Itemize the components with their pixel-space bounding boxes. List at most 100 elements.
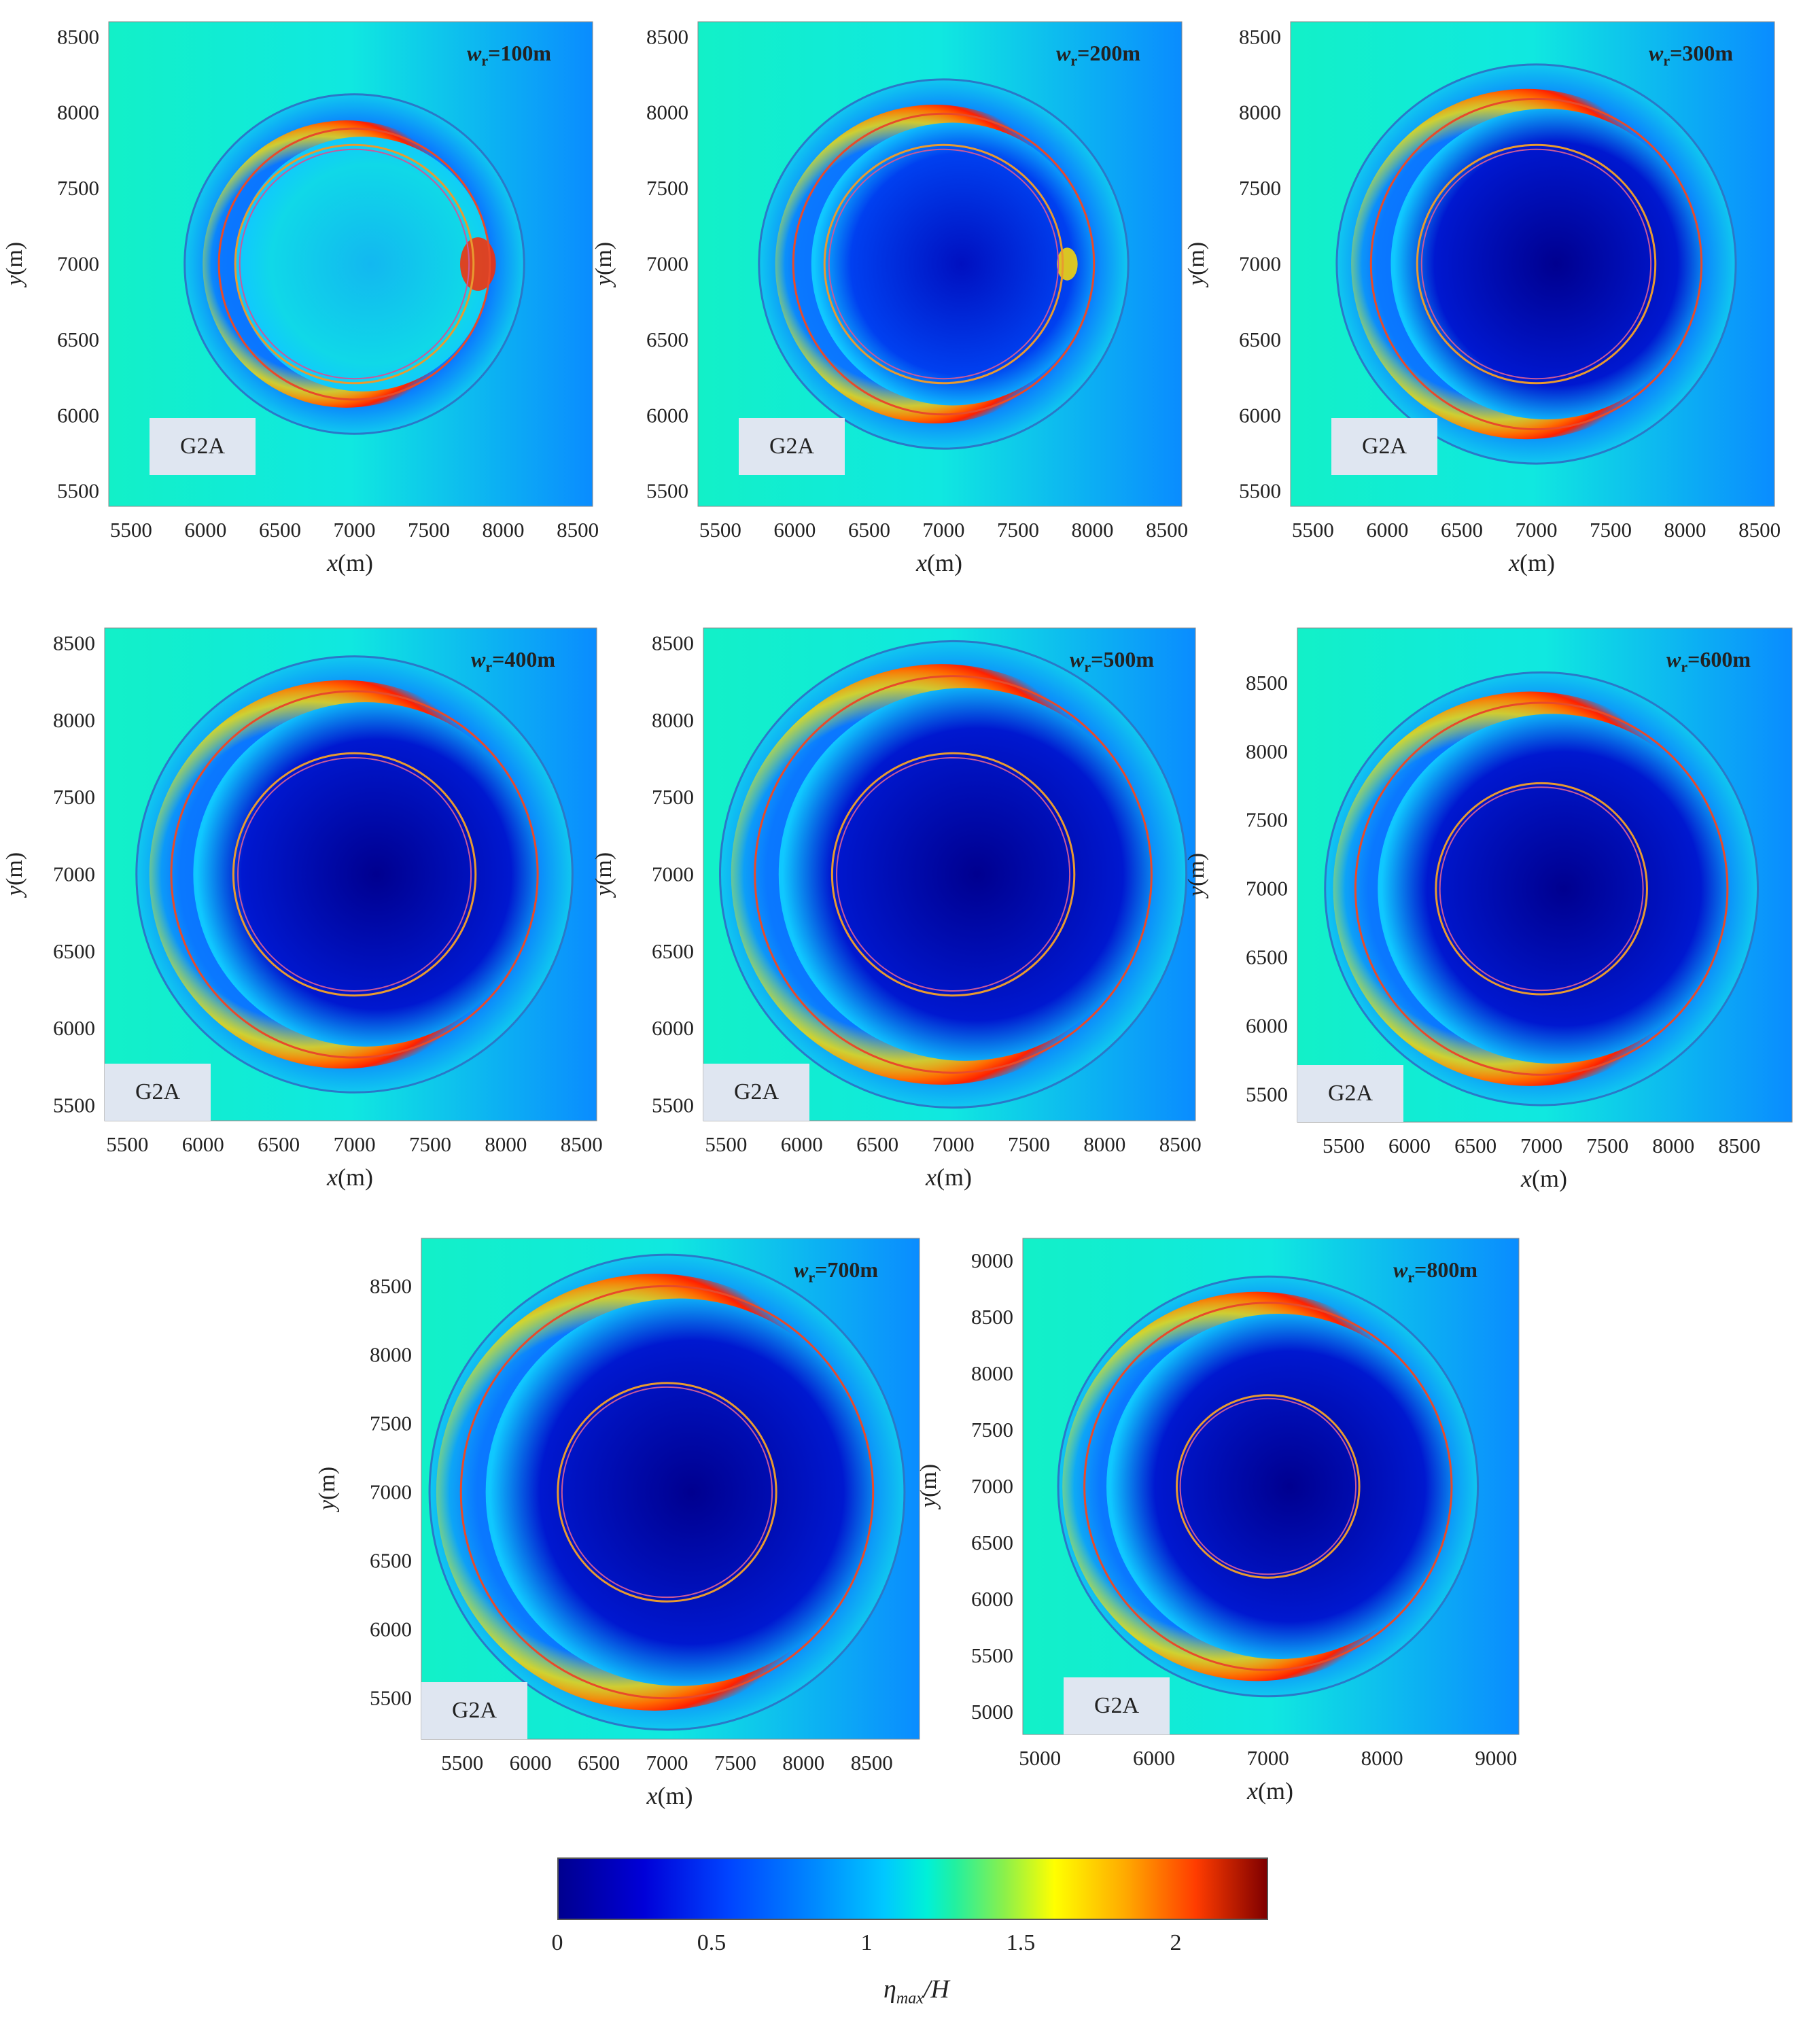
- y-tick-label: 7500: [53, 785, 95, 809]
- y-tick-label: 8500: [971, 1305, 1013, 1329]
- case-tag: G2A: [1331, 418, 1437, 475]
- y-tick-label: 5500: [1246, 1083, 1288, 1106]
- y-tick-label: 7500: [652, 785, 694, 809]
- y-tick-label: 5500: [971, 1643, 1013, 1667]
- colorbar-title-sub: max: [896, 1989, 924, 2008]
- y-tick-label: 6000: [1246, 1014, 1288, 1038]
- plot-frame: [1297, 627, 1793, 1123]
- x-tick-label: 8000: [1664, 518, 1707, 542]
- case-tag: G2A: [1064, 1677, 1170, 1734]
- heatmap-svg: 5500 6000 6500 7000 7500 8000 8500 5500 6000 6500…: [53, 627, 603, 1156]
- x-tick-label: 5500: [1292, 518, 1334, 542]
- wr-annotation: wr=100m: [467, 41, 551, 69]
- wr-annotation: wr=400m: [471, 647, 555, 676]
- x-tick-label: 6000: [781, 1132, 823, 1156]
- x-tick-label: 8000: [483, 518, 525, 542]
- y-tick-label: 6500: [1246, 945, 1288, 969]
- y-tick-label: 6000: [971, 1587, 1013, 1611]
- y-axis-label: y(m): [2, 241, 28, 285]
- x-tick-label: 9000: [1475, 1746, 1517, 1770]
- island-outer-ring: [232, 752, 477, 997]
- focal-hotspot: [460, 237, 496, 291]
- x-tick-label: 6000: [773, 518, 816, 542]
- chart-panel-wr-800: 5000 6000 7000 8000 9000 5000 5500 6000 6500 7000…: [916, 1230, 1533, 1816]
- x-tick-label: 8500: [561, 1132, 603, 1156]
- x-axis-label: x(m): [1509, 549, 1555, 576]
- y-tick-label: 6500: [370, 1549, 412, 1573]
- sheltered-interior-field: [485, 1298, 873, 1686]
- y-tick-label: 7000: [971, 1474, 1013, 1498]
- colorbar-tick-3: 1.5: [1006, 1930, 1036, 1955]
- reef-outer-ring: [792, 112, 1096, 416]
- chart-panel-wr-500: 5500 6000 6500 7000 7500 8000 8500 5500 6000 6500…: [591, 620, 1209, 1202]
- x-tick-label: 6000: [1388, 1134, 1431, 1157]
- y-tick-label: 6000: [57, 403, 99, 427]
- y-tick-label: 6500: [652, 939, 694, 963]
- x-tick-label: 7000: [932, 1132, 975, 1156]
- y-tick-label: 8500: [1239, 24, 1281, 48]
- x-tick-label: 8000: [1361, 1746, 1403, 1770]
- sheltered-interior-field: [811, 122, 1094, 406]
- x-tick-label: 7000: [1247, 1746, 1289, 1770]
- plot-frame: [697, 21, 1183, 507]
- x-axis-label: x(m): [1521, 1165, 1567, 1192]
- y-tick-label: 7000: [53, 862, 95, 886]
- x-tick-label: 8000: [1652, 1134, 1694, 1157]
- x-tick-label: 8000: [1083, 1132, 1125, 1156]
- sheltered-interior-field: [778, 688, 1152, 1061]
- x-tick-label: 6000: [1366, 518, 1408, 542]
- x-tick-label: 8000: [485, 1132, 527, 1156]
- island-inner-ring: [239, 148, 470, 380]
- y-tick-label: 7500: [370, 1412, 412, 1435]
- outer-boundary-ring: [1324, 671, 1760, 1106]
- x-tick-label: 6000: [510, 1751, 552, 1775]
- x-tick-label: 5000: [1019, 1746, 1061, 1770]
- x-axis-label: x(m): [926, 1164, 972, 1191]
- x-tick-label: 6500: [1454, 1134, 1497, 1157]
- y-tick-label: 7500: [971, 1418, 1013, 1442]
- reef-outer-ring: [754, 675, 1153, 1074]
- heatmap-svg: 5500 6000 6500 7000 7500 8000 8500 5500 6000 6500…: [1246, 627, 1793, 1157]
- wr-annotation: wr=700m: [794, 1257, 878, 1286]
- heatmap-svg: 5500 6000 6500 7000 7500 8000 8500 5500 6000 6500…: [57, 21, 599, 542]
- heatmap-svg: 5000 6000 7000 8000 9000 5000 5500 6000 6500 7000…: [971, 1238, 1520, 1770]
- colorbar: [557, 1857, 1268, 1920]
- wr-annotation: wr=800m: [1393, 1257, 1477, 1286]
- y-tick-label: 6000: [652, 1016, 694, 1040]
- case-tag: G2A: [739, 418, 845, 475]
- case-tag: G2A: [105, 1064, 211, 1121]
- case-tag: G2A: [703, 1064, 809, 1121]
- y-tick-label: 6500: [53, 939, 95, 963]
- colorbar-title-tail: /H: [923, 1975, 949, 2004]
- y-tick-label: 7000: [1246, 877, 1288, 901]
- outer-boundary-ring: [1335, 63, 1737, 465]
- x-tick-label: 6500: [578, 1751, 620, 1775]
- y-tick-label: 8000: [1239, 101, 1281, 124]
- y-tick-label: 7000: [646, 252, 688, 276]
- y-tick-label: 6000: [370, 1617, 412, 1641]
- y-axis-label: y(m): [1184, 852, 1210, 896]
- wr-annotation: wr=300m: [1649, 41, 1733, 69]
- chart-panel-wr-700: 5500 6000 6500 7000 7500 8000 8500 5500 6000 6500…: [315, 1230, 933, 1821]
- x-tick-label: 7000: [1515, 518, 1557, 542]
- x-tick-label: 7000: [922, 518, 964, 542]
- island-outer-ring: [1176, 1394, 1361, 1579]
- y-tick-label: 5500: [646, 479, 688, 503]
- island-outer-ring: [830, 752, 1076, 997]
- y-tick-label: 8500: [646, 24, 688, 48]
- y-axis-label: y(m): [916, 1463, 942, 1508]
- y-tick-label: 8000: [53, 708, 95, 732]
- y-tick-label: 8000: [1246, 739, 1288, 763]
- wr-annotation: wr=500m: [1070, 647, 1154, 676]
- outer-boundary-ring: [183, 93, 525, 435]
- x-tick-label: 7500: [1586, 1134, 1628, 1157]
- y-tick-label: 8000: [370, 1343, 412, 1367]
- y-tick-label: 7000: [652, 862, 694, 886]
- y-tick-label: 6500: [971, 1531, 1013, 1554]
- x-tick-label: 6000: [184, 518, 226, 542]
- island-inner-ring: [1439, 786, 1644, 992]
- island-outer-ring: [234, 143, 475, 385]
- y-tick-label: 8500: [1246, 671, 1288, 695]
- reef-outer-ring: [459, 1285, 875, 1700]
- case-tag: G2A: [1297, 1065, 1403, 1122]
